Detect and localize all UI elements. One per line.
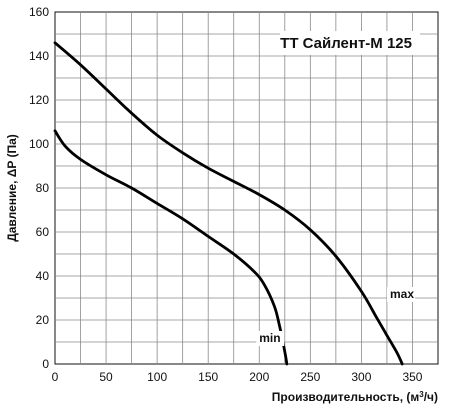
x-tick-label: 100	[147, 370, 167, 384]
x-tick-label: 300	[351, 370, 371, 384]
title-background	[280, 31, 420, 55]
series-line-max	[53, 41, 404, 366]
y-tick-label: 80	[36, 181, 50, 195]
tick-label-layer: 0 50 100 150 200 250 300 350 0 20 40 60 80 100 120 140 1…	[29, 5, 423, 384]
x-tick-label: 200	[249, 370, 269, 384]
series-label-max: max	[390, 287, 414, 301]
chart-title: ТТ Сайлент-М 125	[280, 35, 412, 52]
x-tick-label: 0	[52, 370, 59, 384]
y-tick-label: 60	[36, 225, 50, 239]
y-tick-label: 0	[42, 357, 49, 371]
y-tick-label: 160	[29, 5, 49, 19]
annotation-layer: max min	[256, 287, 415, 346]
x-tick-label: 350	[402, 370, 422, 384]
y-tick-label: 40	[36, 269, 50, 283]
x-tick-label: 250	[300, 370, 320, 384]
series-label-background	[256, 331, 285, 346]
y-tick-label: 100	[29, 137, 49, 151]
grid-layer	[55, 12, 438, 364]
x-axis-title-main: Производительность, (м	[272, 390, 420, 404]
x-axis-title: Производительность, (м3/ч)	[272, 390, 438, 405]
x-axis-title-superscript: 3	[419, 390, 424, 399]
x-tick-label: 50	[99, 370, 113, 384]
x-axis-title-tail: /ч)	[424, 390, 438, 404]
y-tick-label: 120	[29, 93, 49, 107]
y-tick-label: 20	[36, 313, 50, 327]
y-tick-label: 140	[29, 49, 49, 63]
y-axis-title: Давление, ΔP (Па)	[5, 134, 19, 242]
x-tick-label: 150	[198, 370, 218, 384]
series-label-min: min	[259, 331, 280, 345]
series-label-background	[386, 287, 415, 302]
